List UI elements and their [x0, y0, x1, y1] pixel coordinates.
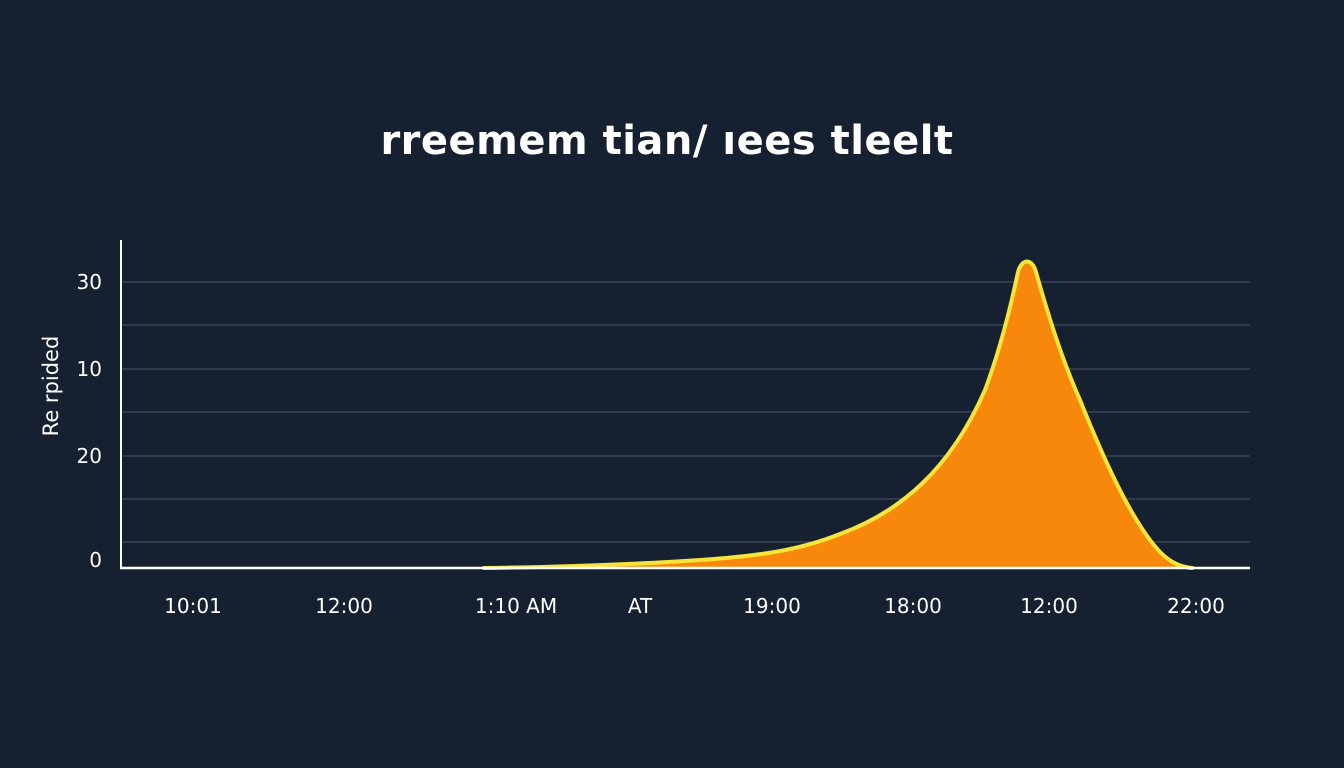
y-tick-label: 20 — [77, 444, 102, 468]
y-tick-label: 0 — [89, 548, 102, 572]
x-tick-label: 22:00 — [1167, 594, 1225, 618]
x-tick-label: 19:00 — [743, 594, 801, 618]
x-tick-label: 12:00 — [1020, 594, 1078, 618]
chart-title: rreemem tian/ ıees tleelt — [380, 118, 954, 164]
x-tick-label: 1:10 AM — [475, 594, 557, 618]
series-line — [482, 259, 1194, 570]
y-tick-label: 10 — [77, 357, 102, 381]
y-axis-label: Re rpided — [39, 336, 63, 437]
x-tick-label: 18:00 — [884, 594, 942, 618]
x-tick-label: 10:01 — [164, 594, 222, 618]
series-area — [484, 261, 1192, 568]
x-tick-label: AT — [628, 594, 653, 618]
y-tick-label: 30 — [77, 270, 102, 294]
x-tick-label: 12:00 — [315, 594, 373, 618]
